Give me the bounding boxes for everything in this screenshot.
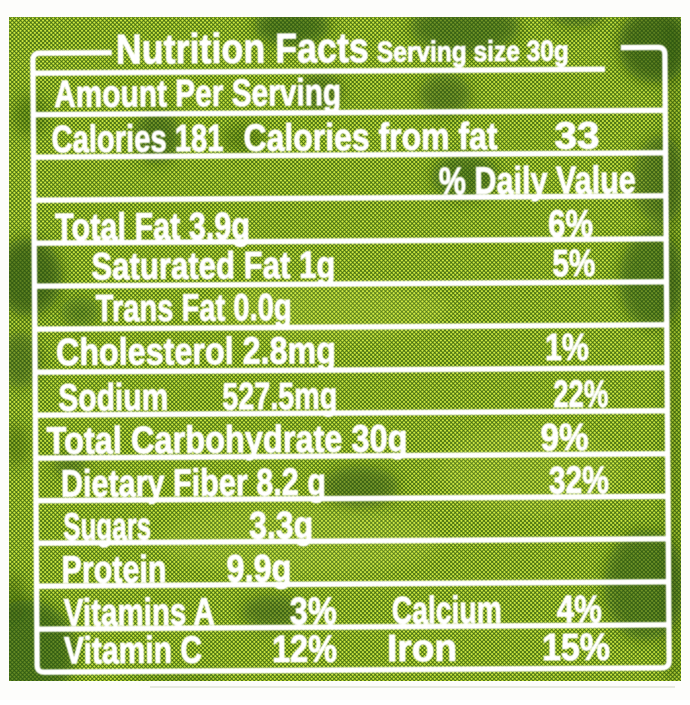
svg-text:Amount Per Serving: Amount Per Serving (54, 72, 341, 116)
svg-text:Vitamin C: Vitamin C (64, 630, 202, 673)
svg-text:Nutrition Facts: Nutrition Facts (116, 24, 369, 73)
svg-text:6%: 6% (548, 203, 593, 245)
svg-text:Total Carbohydrate 30g: Total Carbohydrate 30g (46, 418, 407, 463)
svg-text:3.3g: 3.3g (249, 505, 313, 547)
svg-text:22%: 22% (553, 374, 608, 416)
svg-text:Dietary Fiber 8.2 g: Dietary Fiber 8.2 g (61, 462, 326, 506)
svg-text:Saturated Fat 1g: Saturated Fat 1g (91, 245, 335, 289)
svg-text:33: 33 (554, 115, 599, 157)
svg-text:Calories from fat: Calories from fat (243, 116, 498, 160)
svg-text:1%: 1% (545, 327, 589, 369)
svg-text:527.5mg: 527.5mg (222, 376, 337, 419)
svg-text:12%: 12% (272, 629, 337, 671)
svg-text:Protein: Protein (61, 549, 166, 592)
svg-text:Calories 181: Calories 181 (51, 118, 223, 161)
svg-text:9%: 9% (540, 417, 588, 459)
svg-text:Trans Fat 0.0g: Trans Fat 0.0g (95, 287, 291, 330)
svg-text:Serving size 30g: Serving size 30g (377, 35, 569, 68)
svg-text:15%: 15% (542, 627, 610, 669)
svg-text:3%: 3% (290, 591, 337, 633)
svg-text:4%: 4% (557, 589, 602, 631)
svg-text:Iron: Iron (387, 628, 457, 670)
svg-text:5%: 5% (552, 243, 595, 285)
svg-text:32%: 32% (549, 460, 609, 502)
svg-text:Sodium: Sodium (58, 377, 168, 420)
svg-text:Sugars: Sugars (63, 506, 151, 549)
svg-text:Vitamins A: Vitamins A (64, 591, 215, 634)
svg-text:Calcium: Calcium (392, 589, 502, 632)
svg-text:% Daily Value: % Daily Value (439, 159, 636, 202)
svg-text:Total Fat 3.9g: Total Fat 3.9g (55, 206, 250, 249)
svg-text:Cholesterol 2.8mg: Cholesterol 2.8mg (56, 330, 336, 374)
svg-text:9.9g: 9.9g (226, 548, 291, 590)
